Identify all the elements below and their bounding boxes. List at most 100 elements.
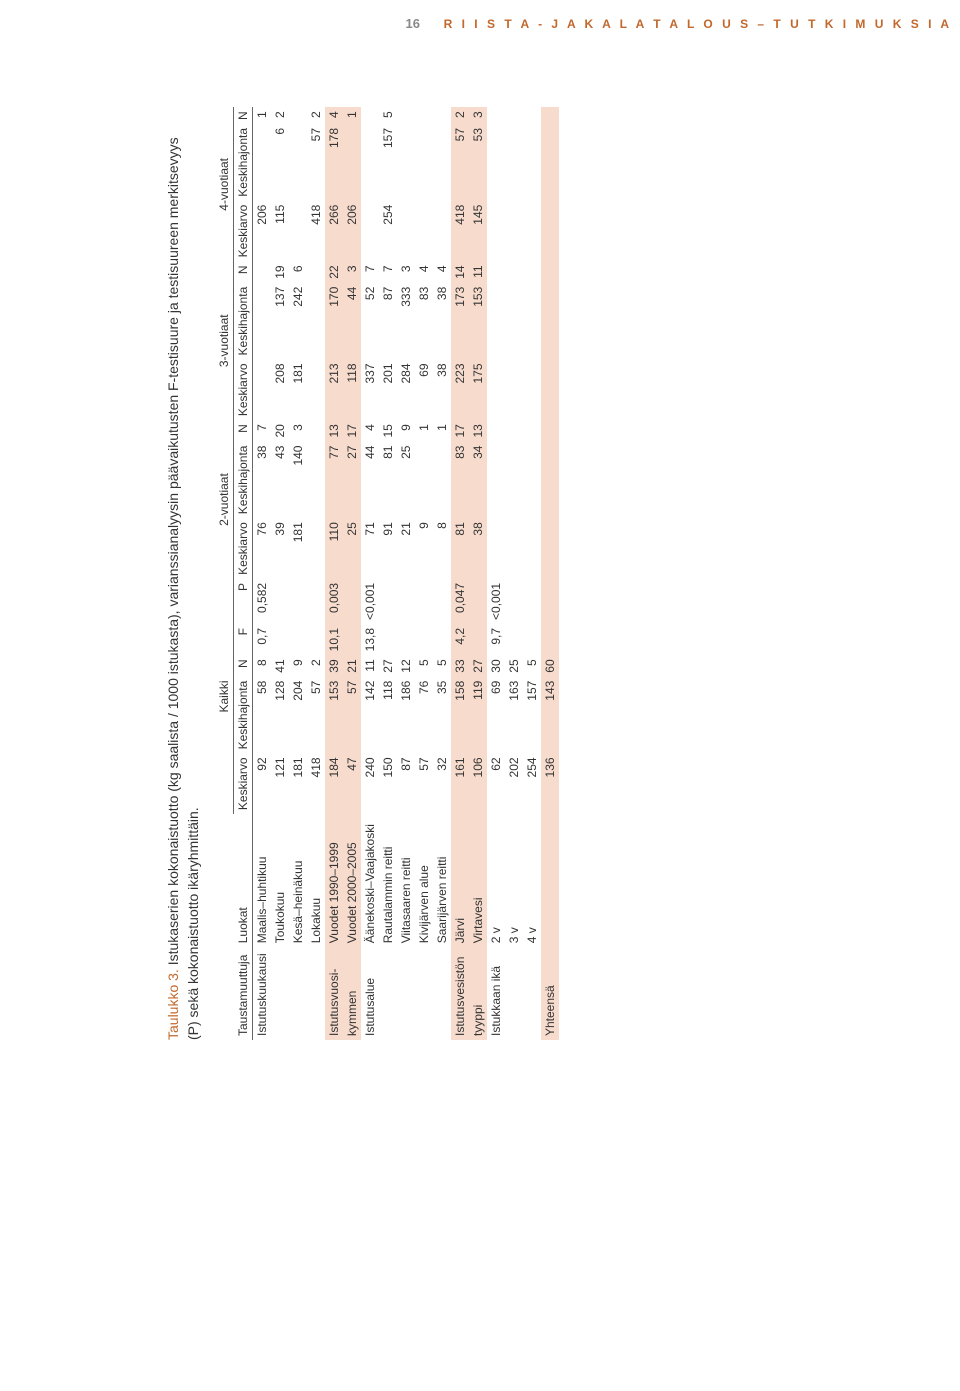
value-cell: 13 xyxy=(325,420,343,441)
value-cell: 173 xyxy=(451,283,469,360)
value-cell: 2 xyxy=(451,107,469,124)
value-cell: 7 xyxy=(379,261,397,282)
value-cell xyxy=(523,359,541,420)
value-cell xyxy=(523,624,541,655)
value-cell: 22 xyxy=(325,261,343,282)
value-cell: 0,7 xyxy=(253,624,272,655)
group-3v: 3-vuotiaat xyxy=(215,261,234,420)
table-row: Toukokuu121128413943202081371911562 xyxy=(271,107,289,1040)
value-cell xyxy=(379,624,397,655)
value-cell xyxy=(505,518,523,579)
value-cell xyxy=(505,420,523,441)
cat-cell: Rautalammin reitti xyxy=(379,814,397,947)
value-cell: 34 xyxy=(469,442,487,519)
var-cell xyxy=(433,947,451,1040)
value-cell xyxy=(541,624,559,655)
value-cell xyxy=(541,359,559,420)
col-k-p: P xyxy=(234,579,253,624)
value-cell xyxy=(253,124,272,201)
cat-cell: Maalis–huhtikuu xyxy=(253,814,272,947)
value-cell: 21 xyxy=(343,655,361,676)
value-cell xyxy=(433,624,451,655)
value-cell: 158 xyxy=(451,677,469,754)
value-cell: 8 xyxy=(433,518,451,579)
value-cell: 181 xyxy=(289,753,307,814)
value-cell: 57 xyxy=(307,677,325,754)
value-cell: 77 xyxy=(325,442,343,519)
value-cell xyxy=(379,579,397,624)
value-cell: 121 xyxy=(271,753,289,814)
col-3-n: N xyxy=(234,261,253,282)
value-cell: 145 xyxy=(469,201,487,262)
value-cell xyxy=(289,124,307,201)
value-cell: 201 xyxy=(379,359,397,420)
value-cell: 150 xyxy=(379,753,397,814)
value-cell xyxy=(253,359,272,420)
value-cell xyxy=(415,124,433,201)
value-cell xyxy=(415,201,433,262)
value-cell: 44 xyxy=(361,442,379,519)
value-cell: 83 xyxy=(451,442,469,519)
value-cell xyxy=(505,124,523,201)
col-k-sd: Keskihajonta xyxy=(234,677,253,754)
cat-cell: Toukokuu xyxy=(271,814,289,947)
value-cell: 9 xyxy=(397,420,415,441)
var-cell xyxy=(379,947,397,1040)
value-cell: 337 xyxy=(361,359,379,420)
value-cell: 157 xyxy=(379,124,397,201)
value-cell: 83 xyxy=(415,283,433,360)
value-cell: 186 xyxy=(397,677,415,754)
value-cell: 208 xyxy=(271,359,289,420)
value-cell: 53 xyxy=(469,124,487,201)
value-cell: 91 xyxy=(379,518,397,579)
value-cell xyxy=(487,283,505,360)
value-cell xyxy=(271,579,289,624)
value-cell xyxy=(523,201,541,262)
var-cell: kymmen xyxy=(343,947,361,1040)
var-cell: Istukkaan ikä xyxy=(487,947,505,1040)
col-3-sd: Keskihajonta xyxy=(234,283,253,360)
value-cell: 58 xyxy=(253,677,272,754)
value-cell: 7 xyxy=(253,420,272,441)
table-body: IstutuskuukausiMaalis–huhtikuu925880,70,… xyxy=(253,107,560,1040)
value-cell: 32 xyxy=(433,753,451,814)
value-cell xyxy=(289,107,307,124)
var-cell xyxy=(397,947,415,1040)
series-title: R I I S T A - J A K A L A T A L O U S – … xyxy=(444,17,960,31)
value-cell: 9,7 xyxy=(487,624,505,655)
col-4-sd: Keskihajonta xyxy=(234,124,253,201)
value-cell: 118 xyxy=(343,359,361,420)
value-cell: 1 xyxy=(343,107,361,124)
var-cell: Istutusvuosi- xyxy=(325,947,343,1040)
value-cell: 5 xyxy=(523,655,541,676)
table-row: Istutusvuosi-Vuodet 1990–19991841533910,… xyxy=(325,107,343,1040)
value-cell: 19 xyxy=(271,261,289,282)
value-cell xyxy=(487,442,505,519)
value-cell: 119 xyxy=(469,677,487,754)
value-cell: 87 xyxy=(397,753,415,814)
cat-cell: 4 v xyxy=(523,814,541,947)
cat-cell: Saarijärven reitti xyxy=(433,814,451,947)
value-cell xyxy=(307,624,325,655)
value-cell xyxy=(505,624,523,655)
value-cell xyxy=(541,261,559,282)
value-cell: 41 xyxy=(271,655,289,676)
value-cell: 4 xyxy=(433,261,451,282)
value-cell xyxy=(523,442,541,519)
value-cell: 38 xyxy=(433,359,451,420)
value-cell xyxy=(397,201,415,262)
value-cell: 21 xyxy=(397,518,415,579)
cat-cell: Vuodet 2000–2005 xyxy=(343,814,361,947)
value-cell xyxy=(253,261,272,282)
value-cell: 213 xyxy=(325,359,343,420)
value-cell xyxy=(415,107,433,124)
value-cell: 60 xyxy=(541,655,559,676)
value-cell xyxy=(469,579,487,624)
var-cell xyxy=(523,947,541,1040)
table-row: Istukkaan ikä2 v6269309,7<0,001 xyxy=(487,107,505,1040)
value-cell xyxy=(523,283,541,360)
var-cell: Yhteensä xyxy=(541,947,559,1040)
col-2-n: N xyxy=(234,420,253,441)
var-cell xyxy=(415,947,433,1040)
value-cell: 3 xyxy=(469,107,487,124)
